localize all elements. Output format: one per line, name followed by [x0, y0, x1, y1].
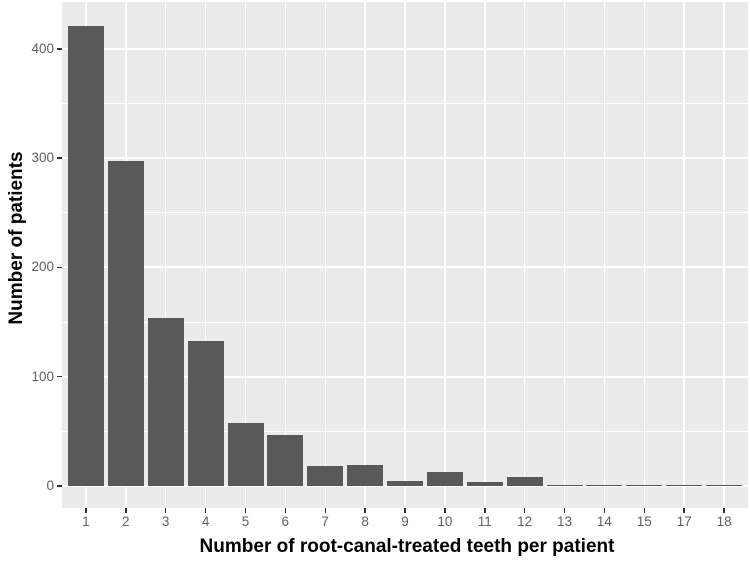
x-tick-label: 8 — [361, 514, 369, 529]
x-tick-label: 18 — [716, 514, 732, 529]
y-tick-mark — [57, 157, 62, 159]
bar — [267, 434, 304, 486]
x-tick-label: 4 — [201, 514, 210, 529]
gridline-major — [62, 266, 748, 269]
y-tick-label: 400 — [31, 40, 54, 56]
x-tick-mark — [444, 508, 446, 513]
gridline-major — [62, 485, 748, 487]
x-tick-mark — [164, 508, 167, 513]
bar — [666, 484, 703, 486]
gridline-vertical — [324, 2, 326, 508]
y-tick-label: 100 — [31, 368, 54, 384]
x-tick-label: 13 — [556, 514, 573, 529]
x-tick-label: 9 — [401, 514, 409, 529]
y-tick-mark — [57, 48, 62, 50]
x-tick-label: 10 — [437, 514, 453, 529]
gridline-vertical — [404, 2, 406, 508]
gridline-minor — [62, 430, 748, 432]
bar — [67, 25, 104, 486]
y-tick-label: 300 — [31, 150, 54, 166]
x-tick-mark — [125, 508, 127, 513]
x-tick-mark — [484, 508, 486, 513]
gridline-vertical — [643, 2, 646, 508]
gridline-minor — [62, 102, 748, 104]
x-tick-mark — [603, 508, 606, 513]
gridline-vertical — [284, 2, 287, 508]
gridline-major — [62, 375, 748, 378]
y-tick-mark — [57, 266, 62, 269]
x-tick-mark — [204, 508, 207, 513]
bar — [466, 481, 503, 486]
x-tick-mark — [85, 508, 87, 513]
gridline-vertical — [723, 2, 725, 508]
x-tick-mark — [404, 508, 406, 513]
x-tick-label: 6 — [281, 514, 290, 529]
x-tick-mark — [523, 508, 526, 513]
x-tick-label: 5 — [241, 514, 250, 529]
x-tick-mark — [244, 508, 247, 513]
bar — [187, 340, 224, 486]
y-tick-mark — [57, 485, 62, 487]
x-axis-title: Number of root-canal-treated teeth per p… — [199, 536, 615, 557]
gridline-vertical — [484, 2, 486, 508]
bar — [706, 484, 743, 486]
x-tick-mark — [643, 508, 646, 513]
x-tick-mark — [563, 508, 566, 513]
bar — [426, 471, 463, 486]
x-tick-label: 7 — [321, 514, 329, 529]
y-axis-title: Number of patients — [6, 151, 27, 325]
gridline-major — [62, 47, 748, 50]
bar — [387, 480, 423, 486]
gridline-vertical — [364, 2, 366, 508]
gridline-major — [62, 157, 748, 160]
x-tick-mark — [683, 508, 685, 513]
bar — [626, 484, 663, 486]
x-tick-mark — [364, 508, 366, 513]
bar — [227, 422, 264, 486]
plot-panel — [62, 2, 748, 508]
gridline-vertical — [164, 2, 167, 508]
y-tick-label: 200 — [31, 259, 54, 275]
x-tick-mark — [723, 508, 725, 513]
bar — [586, 484, 623, 486]
x-tick-label: 1 — [82, 514, 90, 529]
gridline-vertical — [603, 2, 606, 508]
bar — [506, 477, 543, 486]
gridline-vertical — [523, 2, 526, 508]
x-tick-label: 15 — [636, 514, 652, 529]
x-tick-label: 17 — [676, 514, 692, 529]
gridline-minor — [62, 212, 748, 214]
x-tick-label: 11 — [477, 514, 492, 529]
x-tick-mark — [324, 508, 326, 513]
y-tick-label: 0 — [46, 478, 54, 493]
gridline-vertical — [444, 2, 446, 508]
x-tick-label: 2 — [122, 514, 130, 529]
gridline-vertical — [563, 2, 566, 508]
gridline-minor — [62, 321, 748, 323]
x-tick-label: 14 — [596, 514, 612, 529]
bar — [307, 466, 344, 486]
gridline-vertical — [204, 2, 207, 508]
bar — [347, 465, 384, 486]
x-tick-label: 3 — [161, 514, 170, 529]
x-tick-mark — [284, 508, 287, 513]
bar — [107, 161, 144, 486]
y-tick-mark — [57, 375, 62, 378]
bar — [546, 484, 583, 486]
x-tick-label: 12 — [517, 514, 533, 529]
gridline-vertical — [244, 2, 247, 508]
gridline-vertical — [683, 2, 685, 508]
bar — [147, 317, 184, 486]
